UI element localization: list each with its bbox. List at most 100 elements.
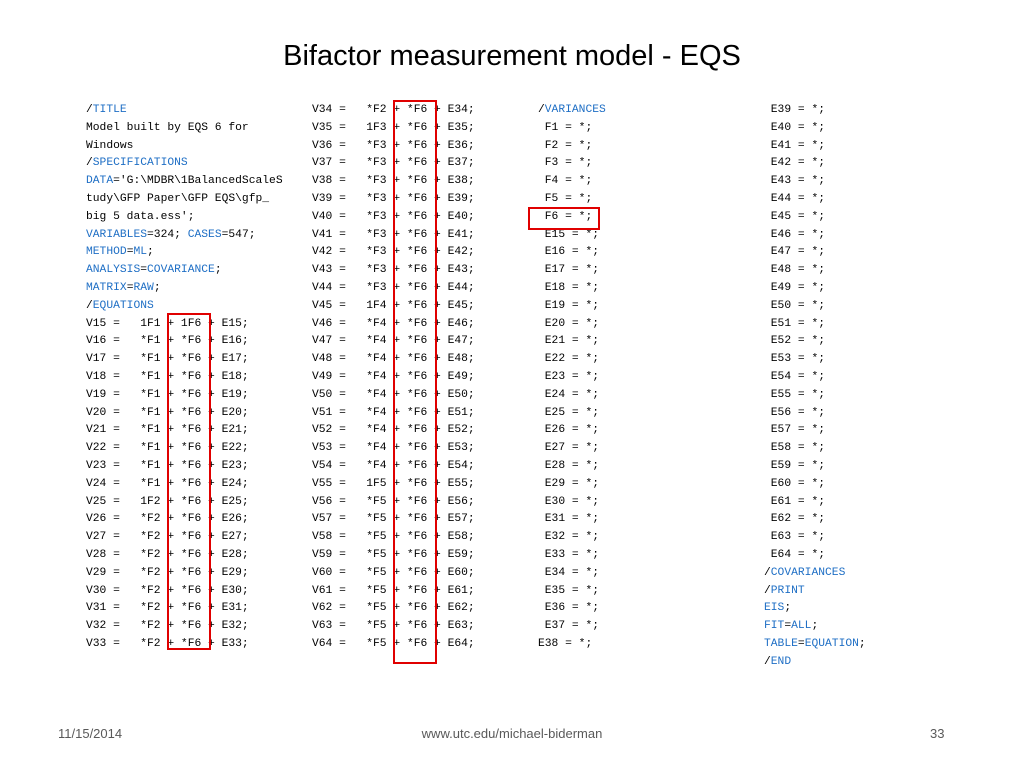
variance-code-line: E53 = *; (764, 353, 826, 366)
variance-code-line: E50 = *; (764, 299, 826, 312)
variance-code-line: E64 = *; (764, 548, 826, 561)
equation-code-line: V39 = *F3 + *F6 + E39; (312, 192, 475, 205)
spec-code-line: V22 = *F1 + *F6 + E22; (86, 442, 249, 455)
equation-code-line: V61 = *F5 + *F6 + E61; (312, 584, 475, 597)
variance-code-line: E38 = *; (538, 637, 593, 650)
variance-code-line: E48 = *; (764, 264, 826, 277)
variance-code-line: E23 = *; (538, 370, 600, 383)
equation-code-line: V51 = *F4 + *F6 + E51; (312, 406, 475, 419)
equation-code-line: V45 = 1F4 + *F6 + E45; (312, 299, 475, 312)
spec-code-line: V32 = *F2 + *F6 + E32; (86, 620, 249, 633)
variance-code-line: E22 = *; (538, 353, 600, 366)
spec-code-line: DATA='G:\MDBR\1BalancedScaleS (86, 175, 283, 188)
variance-code-line: E45 = *; (764, 210, 826, 223)
variance-code-line: FIT=ALL; (764, 620, 819, 633)
variance-code-line: E29 = *; (538, 477, 600, 490)
slide-title: Bifactor measurement model - EQS (283, 40, 741, 72)
equation-code-line: V37 = *F3 + *F6 + E37; (312, 157, 475, 170)
spec-code-line: V30 = *F2 + *F6 + E30; (86, 584, 249, 597)
variance-code-line: E54 = *; (764, 370, 826, 383)
spec-code-line: ANALYSIS=COVARIANCE; (86, 264, 222, 277)
variance-code-line: E52 = *; (764, 335, 826, 348)
equation-code-line: V41 = *F3 + *F6 + E41; (312, 228, 475, 241)
equation-code-line: V58 = *F5 + *F6 + E58; (312, 531, 475, 544)
spec-code-line: V21 = *F1 + *F6 + E21; (86, 424, 249, 437)
variances-column: /VARIANCES F1 = *; F2 = *; F3 = *; F4 = … (538, 102, 606, 654)
footer-url: www.utc.edu/michael-biderman (421, 726, 603, 741)
variance-code-line: F1 = *; (538, 121, 593, 134)
variance-code-line: E40 = *; (764, 121, 826, 134)
equation-code-line: V47 = *F4 + *F6 + E47; (312, 335, 475, 348)
variance-code-line: E62 = *; (764, 513, 826, 526)
spec-code-line: big 5 data.ess'; (86, 210, 195, 223)
spec-code-line: V24 = *F1 + *F6 + E24; (86, 477, 249, 490)
spec-code-line: V23 = *F1 + *F6 + E23; (86, 459, 249, 472)
variance-code-line: E35 = *; (538, 584, 600, 597)
equation-code-line: V49 = *F4 + *F6 + E49; (312, 370, 475, 383)
spec-code-line: MATRIX=RAW; (86, 281, 161, 294)
spec-code-line: Windows (86, 139, 134, 152)
spec-code-line: V18 = *F1 + *F6 + E18; (86, 370, 249, 383)
equation-code-line: V40 = *F3 + *F6 + E40; (312, 210, 475, 223)
variance-code-line: E49 = *; (764, 281, 826, 294)
variance-code-line: E27 = *; (538, 442, 600, 455)
spec-code-line: tudy\GFP Paper\GFP EQS\gfp_ (86, 192, 270, 205)
equation-code-line: V52 = *F4 + *F6 + E52; (312, 424, 475, 437)
variance-code-line: E17 = *; (538, 264, 600, 277)
equation-code-line: V53 = *F4 + *F6 + E53; (312, 442, 475, 455)
variance-code-line: E19 = *; (538, 299, 600, 312)
variance-code-line: TABLE=EQUATION; (764, 637, 866, 650)
spec-code-line: /TITLE (86, 104, 127, 116)
variance-code-line: E21 = *; (538, 335, 600, 348)
equation-code-line: V59 = *F5 + *F6 + E59; (312, 548, 475, 561)
variance-code-line: E34 = *; (538, 566, 600, 579)
equation-code-line: V42 = *F3 + *F6 + E42; (312, 246, 475, 259)
variance-code-line: E63 = *; (764, 531, 826, 544)
equation-code-line: V54 = *F4 + *F6 + E54; (312, 459, 475, 472)
spec-code-line: VARIABLES=324; CASES=547; (86, 228, 256, 241)
variance-code-line: E43 = *; (764, 175, 826, 188)
variance-code-line: E47 = *; (764, 246, 826, 259)
equation-code-line: V35 = 1F3 + *F6 + E35; (312, 121, 475, 134)
variance-code-line: E44 = *; (764, 192, 826, 205)
variance-code-line: E16 = *; (538, 246, 600, 259)
equation-code-line: V34 = *F2 + *F6 + E34; (312, 104, 475, 116)
variance-code-line: E58 = *; (764, 442, 826, 455)
equation-code-line: V63 = *F5 + *F6 + E63; (312, 620, 475, 633)
spec-code-line: Model built by EQS 6 for (86, 121, 249, 134)
variance-code-line: E39 = *; (764, 104, 826, 116)
variance-code-line: E51 = *; (764, 317, 826, 330)
variance-code-line: EIS; (764, 602, 792, 615)
variance-code-line: E42 = *; (764, 157, 826, 170)
spec-code-line: V15 = 1F1 + 1F6 + E15; (86, 317, 249, 330)
footer-page-number: 33 (930, 726, 945, 741)
variance-code-line: F2 = *; (538, 139, 593, 152)
spec-code-line: V16 = *F1 + *F6 + E16; (86, 335, 249, 348)
variance-code-line: E26 = *; (538, 424, 600, 437)
equation-code-line: V38 = *F3 + *F6 + E38; (312, 175, 475, 188)
equations-column-2: V34 = *F2 + *F6 + E34; V35 = 1F3 + *F6 + … (312, 102, 475, 654)
spec-code-line: V33 = *F2 + *F6 + E33; (86, 637, 249, 650)
variance-code-line: E15 = *; (538, 228, 600, 241)
variance-code-line: E61 = *; (764, 495, 826, 508)
variance-code-line: E56 = *; (764, 406, 826, 419)
variance-code-line: E18 = *; (538, 281, 600, 294)
variance-code-line: E30 = *; (538, 495, 600, 508)
equation-code-line: V48 = *F4 + *F6 + E48; (312, 353, 475, 366)
variance-code-line: E25 = *; (538, 406, 600, 419)
spec-code-line: V19 = *F1 + *F6 + E19; (86, 388, 249, 401)
variance-code-line: E46 = *; (764, 228, 826, 241)
spec-code-line: V17 = *F1 + *F6 + E17; (86, 353, 249, 366)
variances-column-2: E39 = *; E40 = *; E41 = *; E42 = *; E43 … (764, 102, 866, 672)
variance-code-line: E36 = *; (538, 602, 600, 615)
spec-code-line: METHOD=ML; (86, 246, 154, 259)
equation-code-line: V64 = *F5 + *F6 + E64; (312, 637, 475, 650)
spec-code-line: V25 = 1F2 + *F6 + E25; (86, 495, 249, 508)
spec-code-line: V20 = *F1 + *F6 + E20; (86, 406, 249, 419)
f6-variance-highlight-box (528, 207, 600, 230)
variance-code-line: F3 = *; (538, 157, 593, 170)
equation-code-line: V55 = 1F5 + *F6 + E55; (312, 477, 475, 490)
variance-code-line: E24 = *; (538, 388, 600, 401)
spec-code-line: V26 = *F2 + *F6 + E26; (86, 513, 249, 526)
variance-code-line: E33 = *; (538, 548, 600, 561)
